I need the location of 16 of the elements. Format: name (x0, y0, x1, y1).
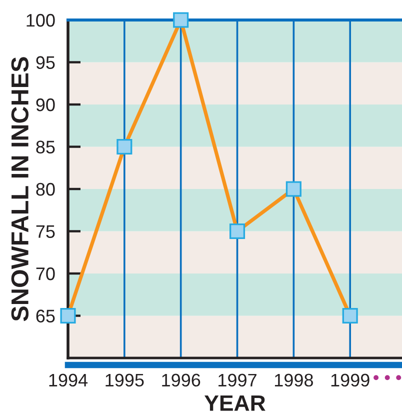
y-tick-label: 70 (36, 267, 55, 280)
x-tick-label: 1997 (218, 374, 256, 387)
x-tick-label: 1999 (331, 374, 370, 387)
y-tick-label: 75 (36, 225, 55, 238)
x-tick-label: 1994 (49, 374, 88, 387)
y-tick-label: 80 (36, 182, 55, 196)
x-tick-label: 1998 (274, 374, 313, 387)
y-tick-label: 100 (26, 14, 55, 27)
y-tick-label: 65 (36, 310, 55, 322)
x-tick-label: 1996 (162, 374, 200, 387)
y-tick-label: 95 (36, 56, 55, 69)
x-axis-title: YEAR (204, 395, 266, 411)
y-tick-label: 85 (36, 140, 55, 154)
x-tick-label: 1995 (106, 374, 144, 387)
y-axis-title: SNOWFALL IN INCHES (11, 57, 29, 322)
y-tick-label: 90 (36, 98, 55, 112)
